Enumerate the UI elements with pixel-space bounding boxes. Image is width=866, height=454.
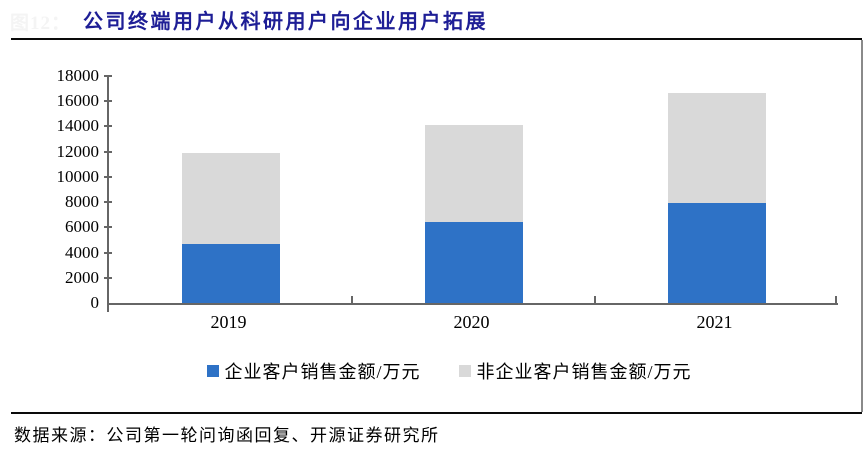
figure-number: 图12： xyxy=(10,13,72,34)
y-tick-label-6000: 6000 xyxy=(65,217,99,237)
y-tick-mark-6000 xyxy=(104,226,112,229)
y-tick-label-8000: 8000 xyxy=(65,192,99,212)
legend-label: 非企业客户销售金额/万元 xyxy=(476,362,692,382)
y-tick-label-2000: 2000 xyxy=(65,267,99,287)
y-tick-mark-18000 xyxy=(104,75,112,77)
bar-segment-2021-series1 xyxy=(667,202,766,303)
y-tick-label-0: 0 xyxy=(90,293,100,312)
y-tick-label-12000: 12000 xyxy=(56,141,100,161)
x-tick-label-2021: 2021 xyxy=(696,312,733,332)
y-axis-origin-tick xyxy=(107,305,109,312)
y-tick-label-18000: 18000 xyxy=(56,66,100,85)
bar-segment-2020-series2 xyxy=(424,124,523,222)
y-tick-mark-16000 xyxy=(104,100,112,103)
title-divider-line xyxy=(11,38,862,40)
y-tick-mark-2000 xyxy=(104,276,112,279)
bar-segment-2019-series2 xyxy=(181,152,280,245)
y-tick-label-16000: 16000 xyxy=(56,91,100,111)
y-tick-mark-14000 xyxy=(104,125,112,128)
legend-item-2: 非企业客户销售金额/万元 xyxy=(458,358,692,384)
x-tick-mark-3 xyxy=(835,296,837,303)
bar-segment-2021-series2 xyxy=(667,93,766,203)
y-tick-label-4000: 4000 xyxy=(65,242,99,262)
x-tick-mark-1 xyxy=(351,296,353,303)
bar-segment-2019-series1 xyxy=(181,244,280,303)
source-note: 数据来源：公司第一轮问询函回复、开源证券研究所 xyxy=(14,426,440,445)
x-tick-label-2019: 2019 xyxy=(210,312,247,332)
y-tick-mark-8000 xyxy=(104,201,112,204)
legend-swatch-icon xyxy=(458,365,471,377)
legend-item-1: 企业客户销售金额/万元 xyxy=(206,358,421,384)
x-tick-mark-2 xyxy=(594,296,596,303)
x-tick-label-2020: 2020 xyxy=(453,312,490,332)
bar-segment-2020-series1 xyxy=(424,221,523,303)
legend-label: 企业客户销售金额/万元 xyxy=(224,362,421,382)
figure-right-border xyxy=(861,40,863,412)
y-tick-mark-12000 xyxy=(104,150,112,153)
legend: 企业客户销售金额/万元 非企业客户销售金额/万元 xyxy=(0,358,866,384)
footer-divider-line xyxy=(11,412,862,414)
y-tick-mark-10000 xyxy=(104,175,112,178)
chart-title: 公司终端用户从科研用户向企业用户拓展 xyxy=(83,11,488,33)
plot-area xyxy=(104,75,838,312)
y-tick-label-14000: 14000 xyxy=(56,116,100,136)
y-tick-mark-4000 xyxy=(104,251,112,254)
y-tick-label-10000: 10000 xyxy=(56,166,100,186)
legend-swatch-icon xyxy=(206,365,219,377)
